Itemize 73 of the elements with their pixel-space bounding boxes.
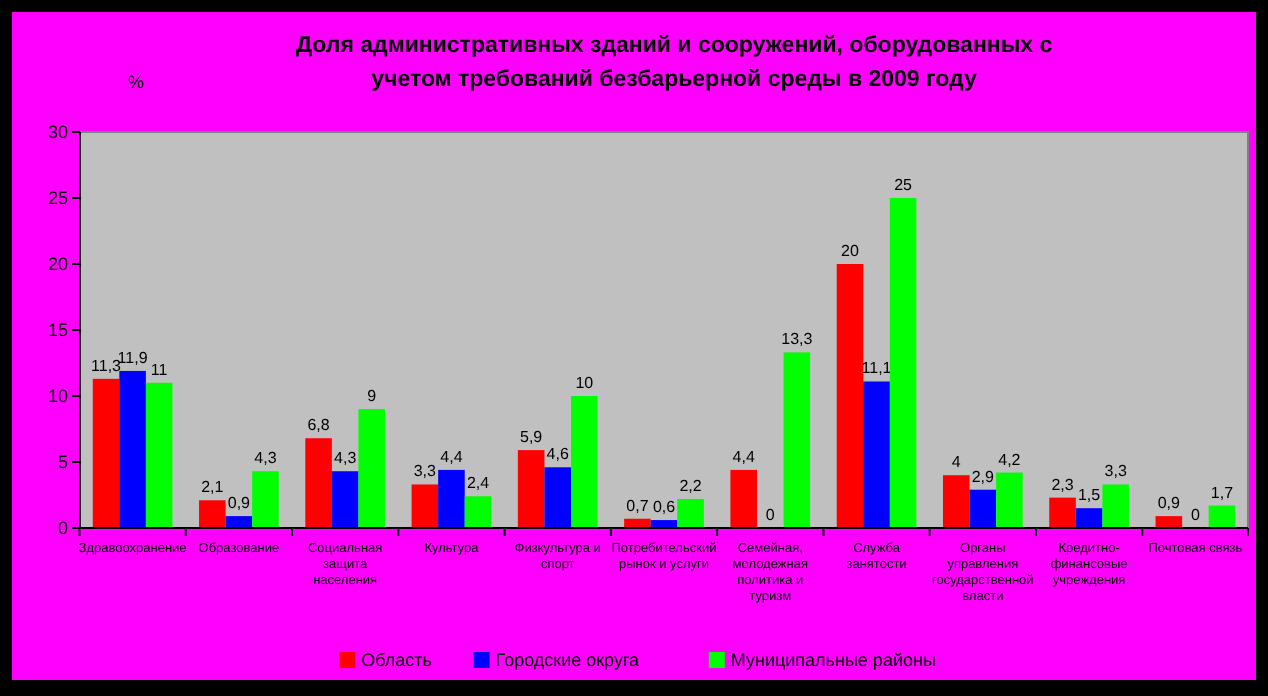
bar: [92, 378, 120, 528]
data-label: 0: [765, 506, 776, 524]
data-label: 20: [841, 242, 860, 260]
data-label: 0,7: [626, 496, 650, 515]
bar: [677, 498, 704, 528]
bar: [1155, 516, 1183, 528]
y-tick-label: 0: [57, 518, 68, 539]
bar: [889, 198, 917, 528]
bar: [225, 516, 253, 528]
bar: [252, 471, 279, 528]
data-label: 5,9: [520, 428, 544, 447]
data-label: 10: [575, 374, 595, 392]
bar: [571, 396, 598, 528]
data-label: 9: [367, 387, 378, 406]
data-label: 2,4: [466, 474, 491, 493]
bar: [863, 381, 890, 528]
bar: [145, 382, 173, 528]
data-label: 4: [951, 453, 962, 472]
data-label: 0: [1190, 506, 1201, 524]
bar: [942, 475, 970, 528]
data-label: 4,3: [334, 449, 358, 468]
data-label: 4,3: [254, 449, 278, 468]
data-label: 4,4: [440, 447, 464, 466]
data-label: 25: [894, 176, 914, 194]
y-tick-label: 5: [57, 452, 68, 473]
bar: [119, 370, 146, 528]
bar: [783, 352, 811, 528]
data-label: 2,1: [201, 478, 225, 497]
legend-label: Область: [361, 650, 433, 670]
bar: [969, 489, 997, 528]
data-label: 11,3: [91, 356, 123, 375]
data-label: 0,9: [1157, 494, 1182, 513]
bar: [1075, 508, 1103, 528]
data-label: 3,3: [413, 462, 438, 481]
bar: [544, 467, 572, 528]
bar: [1208, 505, 1236, 528]
y-tick-label: 30: [47, 122, 68, 143]
bar: [517, 450, 545, 528]
bar: [730, 469, 757, 528]
data-label: 11: [150, 360, 169, 379]
data-label: 3,3: [1104, 462, 1128, 481]
y-tick-label: 10: [47, 386, 68, 407]
y-axis-title: %: [127, 72, 145, 92]
bar: [331, 471, 359, 528]
y-tick-label: 25: [47, 188, 68, 209]
data-label: 13,3: [781, 330, 814, 349]
bar: [836, 264, 864, 528]
data-label: 4,4: [732, 447, 756, 466]
y-tick-label: 20: [47, 254, 68, 275]
legend-label: Городские округа: [495, 650, 640, 670]
data-label: 2,2: [679, 476, 703, 495]
data-label: 6,8: [307, 416, 331, 435]
bar: [1102, 484, 1129, 528]
bar: [1049, 497, 1076, 528]
bar: [358, 409, 386, 528]
data-label: 2,3: [1051, 475, 1075, 494]
bar: [199, 500, 226, 528]
data-label: 0,6: [652, 498, 677, 517]
bar: [305, 438, 332, 528]
data-label: 0,9: [227, 494, 252, 513]
data-label: 11,9: [117, 348, 149, 367]
bar: [464, 496, 492, 528]
bar: [411, 484, 439, 528]
bar: [996, 472, 1023, 528]
data-label: 1,7: [1210, 483, 1235, 502]
data-label: 1,5: [1077, 486, 1102, 505]
y-tick-label: 15: [47, 320, 68, 341]
data-label: 2,9: [971, 467, 996, 486]
data-label: 4,2: [998, 450, 1022, 469]
chart-title: Доля административных зданий и сооружений, оборудованных с учетом требований безбарьерной среды в 2009 году: [295, 34, 1054, 92]
legend-label: Муниципальные районы: [730, 650, 936, 670]
bar: [438, 469, 465, 528]
data-label: 4,6: [546, 445, 570, 464]
